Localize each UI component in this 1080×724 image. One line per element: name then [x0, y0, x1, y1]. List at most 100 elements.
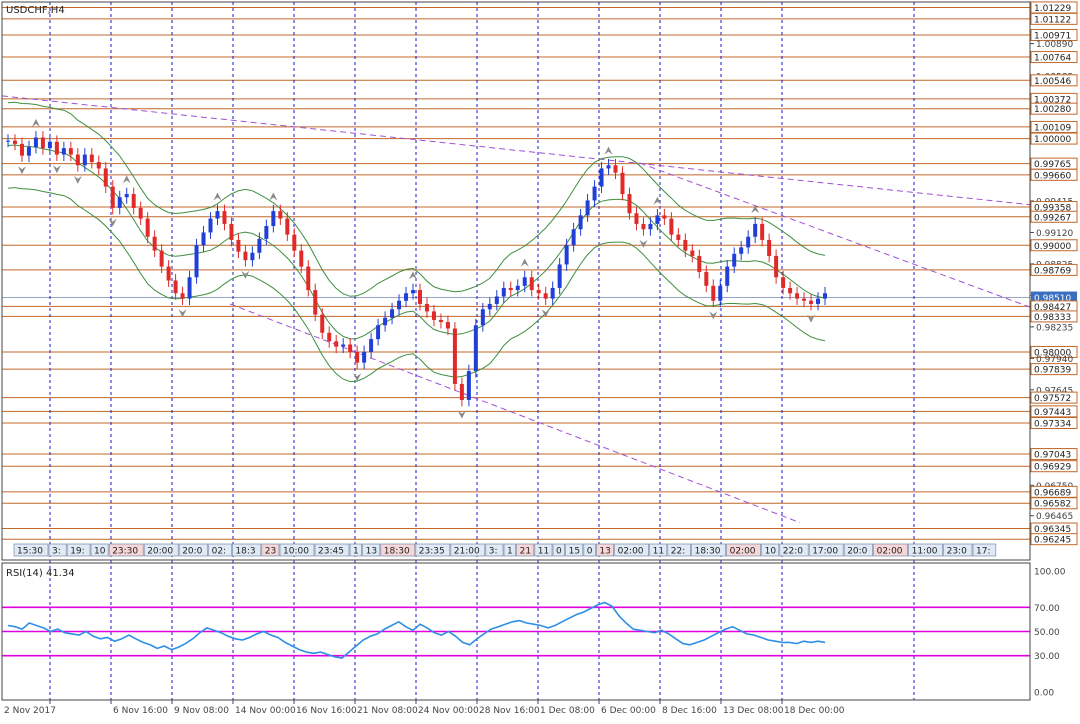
time-label-box[interactable] [726, 543, 761, 557]
time-label-box[interactable] [178, 543, 208, 557]
time-label-box[interactable] [691, 543, 726, 557]
candle-body [229, 223, 234, 240]
time-label-box[interactable] [808, 543, 844, 557]
time-label: 02: [212, 547, 226, 557]
time-label-box[interactable] [279, 543, 315, 557]
time-label: 0 [556, 547, 562, 557]
level-price-box [1030, 210, 1078, 223]
level-price-box [1030, 120, 1078, 133]
price-tick-label: 1.00890 [1036, 40, 1073, 50]
level-price-label: 0.96582 [1034, 500, 1071, 510]
candle-body [96, 162, 101, 169]
time-label-box[interactable] [908, 543, 943, 557]
time-label-box[interactable] [552, 543, 565, 557]
candle-body [767, 239, 772, 256]
candle-body [543, 293, 548, 299]
candle-body [75, 154, 80, 166]
level-price-box [1030, 460, 1078, 473]
candle-body [620, 172, 625, 195]
time-label-box[interactable] [48, 543, 67, 557]
time-label-box[interactable] [667, 543, 691, 557]
level-price-box [1030, 263, 1078, 276]
rsi-tick-label: 100.00 [1034, 568, 1066, 578]
candle-body [662, 215, 667, 219]
time-label-box[interactable] [843, 543, 873, 557]
time-label-box[interactable] [943, 543, 973, 557]
time-label-box[interactable] [873, 543, 908, 557]
candle-body [348, 344, 353, 352]
time-label-box[interactable] [232, 543, 262, 557]
time-label-box[interactable] [565, 543, 584, 557]
fractal-down-marker [541, 309, 550, 318]
time-label-box[interactable] [779, 543, 809, 557]
candle-body [599, 168, 604, 187]
time-label-box[interactable] [450, 543, 486, 557]
candle-body [424, 303, 429, 312]
time-label-box[interactable] [314, 543, 350, 557]
candle-body [725, 266, 730, 286]
level-price-label: 1.00546 [1034, 77, 1071, 87]
time-label: 18:30 [695, 547, 721, 557]
time-label: 1 [353, 547, 359, 557]
time-label: 15:30 [17, 547, 43, 557]
time-label-box[interactable] [108, 543, 144, 557]
candle-body [278, 211, 283, 219]
time-label-box[interactable] [649, 543, 668, 557]
time-label-box[interactable] [614, 543, 649, 557]
candle-body [215, 211, 220, 219]
candle-body [383, 317, 388, 326]
time-label-box[interactable] [349, 543, 362, 557]
level-price-box [1030, 239, 1078, 252]
time-label: 23:45 [318, 547, 344, 557]
candle-body [655, 215, 660, 224]
level-price-label: 0.98333 [1034, 313, 1071, 323]
time-label-box[interactable] [143, 543, 179, 557]
candle-body [795, 293, 800, 299]
candle-body [320, 314, 325, 333]
time-label-box[interactable] [516, 543, 535, 557]
time-label-box[interactable] [503, 543, 516, 557]
time-label-box[interactable] [415, 543, 451, 557]
level-price-label: 1.01122 [1034, 15, 1071, 25]
time-label-box[interactable] [596, 543, 614, 557]
time-label-box[interactable] [972, 543, 997, 557]
candle-body [390, 309, 395, 318]
candle-body [480, 309, 485, 326]
time-label: 0 [587, 547, 593, 557]
time-label-box[interactable] [534, 543, 553, 557]
time-label-box[interactable] [362, 543, 381, 557]
fractal-down-marker [639, 239, 648, 248]
time-axis-label: 1 Dec 08:00 [540, 706, 595, 716]
time-label-box[interactable] [261, 543, 280, 557]
candle-body [557, 264, 562, 288]
time-label-box[interactable] [208, 543, 232, 557]
fractal-down-marker [709, 311, 718, 320]
candle-body [704, 271, 709, 286]
time-label-box[interactable] [13, 543, 49, 557]
level-price-label: 0.96689 [1034, 488, 1071, 498]
candle-body [187, 277, 192, 299]
time-label-box[interactable] [761, 543, 780, 557]
bollinger-band [7, 101, 826, 297]
candle-body [781, 277, 786, 288]
level-price-box [1030, 51, 1078, 64]
time-label-box[interactable] [66, 543, 91, 557]
time-label-box[interactable] [583, 543, 596, 557]
time-label-box[interactable] [485, 543, 504, 557]
level-price-box [1030, 12, 1078, 25]
candle-body [411, 290, 416, 294]
time-label-box[interactable] [90, 543, 109, 557]
candle-body [438, 319, 443, 323]
fractal-down-marker [353, 373, 362, 382]
candle-body [285, 218, 290, 235]
time-label: 22:0 [783, 547, 803, 557]
time-label-box[interactable] [380, 543, 416, 557]
bollinger-band [7, 187, 826, 383]
trend-line-upper [1, 95, 1031, 206]
candle-body [369, 339, 374, 352]
fractal-up-marker [409, 271, 418, 280]
level-price-box [1030, 102, 1078, 115]
candle-body [82, 154, 87, 166]
